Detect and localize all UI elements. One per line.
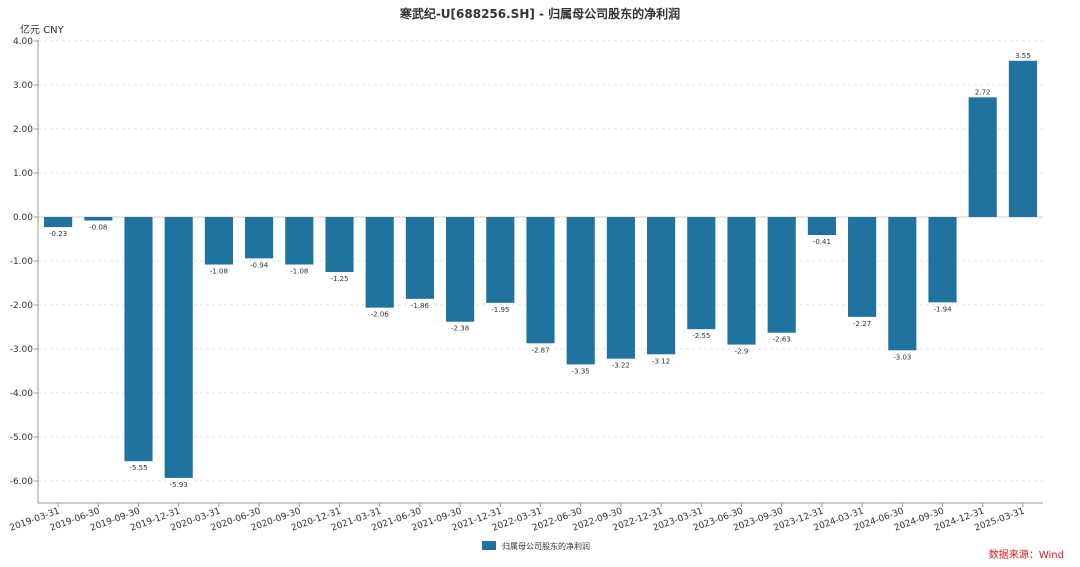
bar[interactable]: [245, 217, 274, 259]
data-label: -0.41: [813, 238, 831, 246]
bar[interactable]: [325, 217, 354, 272]
bar[interactable]: [526, 217, 555, 344]
bar[interactable]: [124, 217, 153, 462]
data-label: -2.87: [531, 346, 549, 354]
bar[interactable]: [647, 217, 676, 355]
data-label: -2.27: [853, 320, 871, 328]
y-tick-label: 1.00: [13, 169, 33, 179]
data-label: -1.95: [491, 306, 509, 314]
data-label: 2.72: [975, 88, 991, 96]
bar[interactable]: [486, 217, 515, 303]
data-label: -2.38: [451, 325, 469, 333]
y-tick-label: -1.00: [10, 257, 34, 267]
y-tick-label: -2.00: [10, 301, 34, 311]
y-tick-label: -4.00: [10, 389, 34, 399]
data-label: -0.94: [250, 261, 269, 269]
bar[interactable]: [84, 217, 113, 221]
y-tick-label: -3.00: [10, 345, 34, 355]
data-label: -0.08: [89, 224, 107, 232]
bar[interactable]: [606, 217, 635, 359]
y-tick-label: 2.00: [13, 125, 33, 135]
bar[interactable]: [767, 217, 796, 333]
bar[interactable]: [446, 217, 475, 322]
bar[interactable]: [888, 217, 917, 351]
bar[interactable]: [928, 217, 957, 303]
data-label: -2.63: [773, 336, 791, 344]
data-label: -1.08: [210, 268, 228, 276]
data-label: -1.94: [933, 305, 952, 313]
data-label: 3.55: [1015, 52, 1031, 60]
y-tick-label: -5.00: [10, 433, 34, 443]
bar[interactable]: [1008, 60, 1037, 217]
x-axis: 2019-03-312019-06-302019-09-302019-12-31…: [9, 502, 1043, 534]
bar[interactable]: [968, 97, 997, 217]
data-label: -2.9: [735, 348, 749, 356]
y-axis: 4.00 3.00 2.00 1.00 0.00 -1.00 -2.00 -3.00 -4.00…: [10, 37, 39, 503]
bar[interactable]: [204, 217, 233, 265]
data-label: -1.86: [411, 302, 430, 310]
y-tick-label: -6.00: [10, 477, 34, 487]
y-tick-label: 4.00: [13, 37, 33, 47]
bar[interactable]: [566, 217, 595, 365]
data-label: -3.22: [612, 362, 630, 370]
unit-label: 亿元 CNY: [20, 23, 65, 36]
y-tick-label: 0.00: [13, 213, 33, 223]
bar[interactable]: [44, 217, 73, 228]
bar[interactable]: [727, 217, 756, 345]
bars: [44, 60, 1037, 478]
data-labels: -0.23 -0.08 -5.55 -5.93 -1.08 -0.94 -1.08 -1.25…: [49, 52, 1031, 489]
source-note: 数据来源：Wind: [989, 548, 1064, 561]
bar[interactable]: [405, 217, 434, 299]
bar[interactable]: [365, 217, 394, 308]
legend-label: 归属母公司股东的净利润: [502, 541, 590, 551]
y-tick-label: 3.00: [13, 81, 33, 91]
legend-swatch: [482, 541, 496, 550]
bar[interactable]: [687, 217, 716, 330]
data-label: -0.23: [49, 230, 67, 238]
bar[interactable]: [164, 217, 193, 478]
data-label: -2.06: [371, 311, 390, 319]
data-label: -3.35: [572, 367, 590, 375]
data-label: -5.55: [129, 464, 147, 472]
data-label: -2.55: [692, 332, 710, 340]
bar[interactable]: [285, 217, 314, 265]
chart-title: 寒武纪-U[688256.SH] - 归属母公司股东的净利润: [399, 6, 680, 21]
data-label: -3.12: [652, 357, 670, 365]
data-label: -1.08: [290, 268, 308, 276]
legend[interactable]: 归属母公司股东的净利润: [482, 541, 590, 551]
data-label: -1.25: [330, 275, 348, 283]
bar[interactable]: [807, 217, 836, 236]
data-label: -5.93: [170, 481, 188, 489]
data-label: -3.03: [893, 353, 911, 361]
bar[interactable]: [848, 217, 877, 317]
